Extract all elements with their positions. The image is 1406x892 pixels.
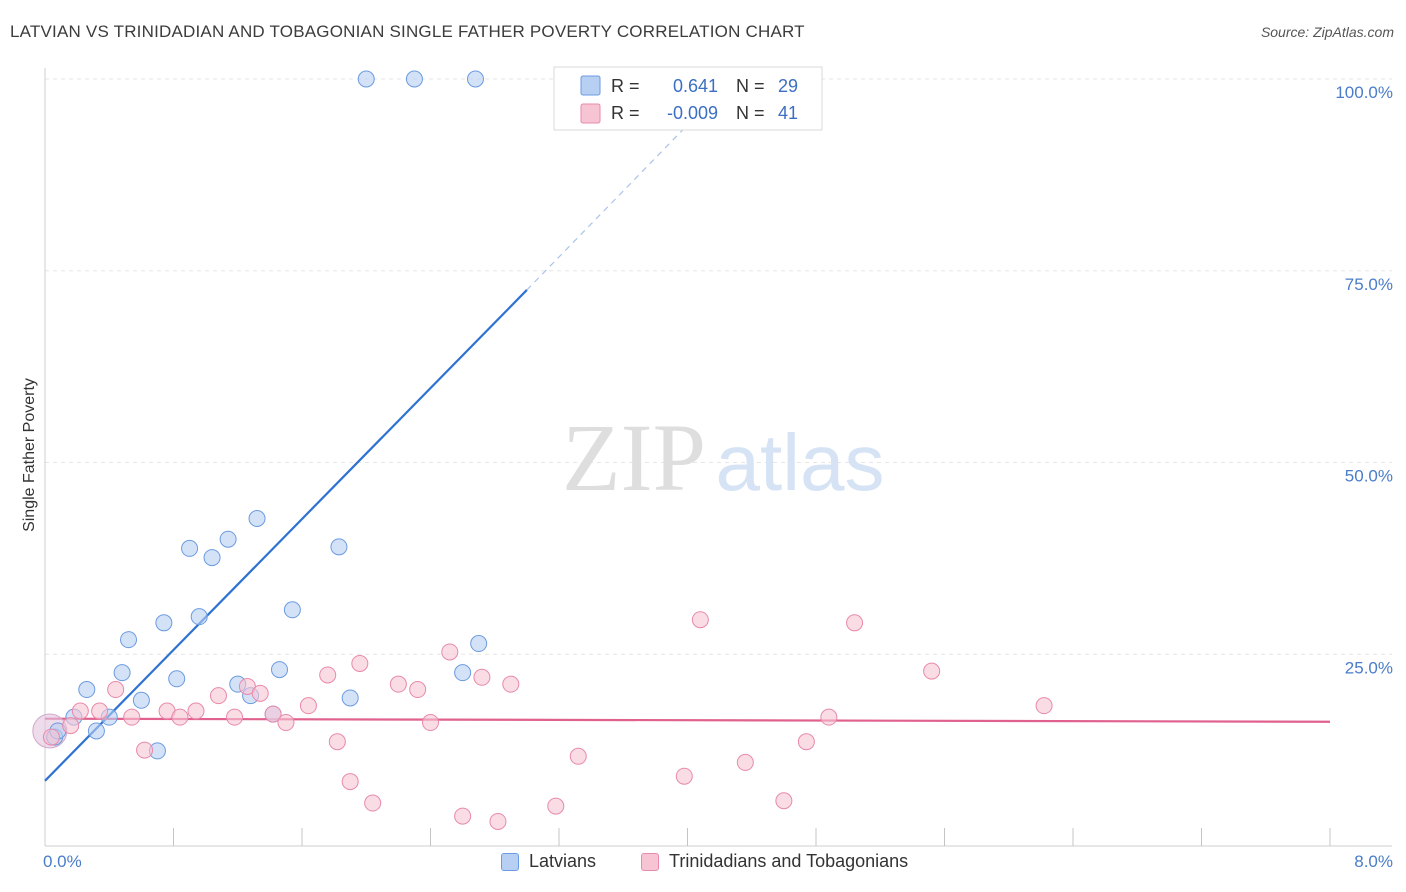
point-latvians-26 bbox=[466, 70, 484, 88]
point-trinidadians-14 bbox=[264, 705, 282, 723]
point-trinidadians-37 bbox=[820, 708, 838, 726]
point-trinidadians-29 bbox=[502, 675, 520, 693]
point-trinidadians-1 bbox=[62, 717, 80, 735]
point-latvians-6 bbox=[113, 664, 131, 682]
legend-n-value-1: 29 bbox=[778, 76, 798, 96]
data-points bbox=[32, 70, 1053, 830]
point-latvians-25 bbox=[405, 70, 423, 88]
trendlines bbox=[44, 124, 1331, 782]
point-trinidadians-24 bbox=[422, 714, 439, 732]
point-trinidadians-5 bbox=[123, 708, 141, 726]
point-latvians-14 bbox=[203, 549, 221, 567]
point-trinidadians-17 bbox=[319, 666, 337, 684]
point-trinidadians-19 bbox=[341, 773, 359, 791]
point-trinidadians-21 bbox=[364, 794, 382, 812]
point-trinidadians-32 bbox=[675, 767, 693, 785]
legend-n-value-2: 41 bbox=[778, 103, 798, 123]
watermark-atlas: atlas bbox=[716, 418, 885, 507]
point-latvians-13 bbox=[190, 608, 208, 626]
point-trinidadians-22 bbox=[389, 675, 407, 693]
legend-r-label-1: R = bbox=[611, 76, 640, 96]
trendline-extension-0 bbox=[526, 124, 688, 291]
legend-swatch-latvians-bottom bbox=[501, 852, 519, 871]
gridlines bbox=[45, 78, 1392, 655]
point-trinidadians-26 bbox=[454, 807, 472, 825]
point-trinidadians-20 bbox=[351, 654, 369, 672]
point-latvians-27 bbox=[454, 664, 472, 682]
point-latvians-8 bbox=[132, 691, 150, 709]
point-latvians-23 bbox=[341, 689, 359, 707]
trendline-1 bbox=[44, 717, 1331, 723]
point-trinidadians-36 bbox=[797, 733, 815, 751]
legend-n-label-1: N = bbox=[736, 76, 765, 96]
point-trinidadians-31 bbox=[569, 747, 587, 765]
point-latvians-21 bbox=[283, 601, 301, 619]
y-tick-label-0: 25.0% bbox=[1345, 658, 1393, 677]
legend-r-value-2: -0.009 bbox=[667, 103, 718, 123]
point-trinidadians-2 bbox=[71, 702, 89, 720]
point-latvians-10 bbox=[155, 614, 173, 632]
point-trinidadians-25 bbox=[441, 643, 459, 661]
point-trinidadians-11 bbox=[226, 708, 244, 726]
chart-title: LATVIAN VS TRINIDADIAN AND TOBAGONIAN SI… bbox=[10, 22, 805, 41]
point-trinidadians-40 bbox=[1035, 697, 1053, 715]
y-tick-label-1: 50.0% bbox=[1345, 467, 1393, 486]
point-trinidadians-4 bbox=[107, 681, 125, 699]
legend-item-trinidadians[interactable]: Trinidadians and Tobagonians bbox=[641, 851, 908, 872]
stat-legend: R = 0.641 N = 29 R = -0.009 N = 41 bbox=[553, 66, 823, 131]
y-tick-labels: 25.0% 50.0% 75.0% 100.0% bbox=[1335, 83, 1393, 677]
point-latvians-24 bbox=[357, 70, 375, 88]
legend-n-label-2: N = bbox=[736, 103, 765, 123]
legend-swatch-latvians bbox=[580, 75, 601, 96]
point-trinidadians-34 bbox=[736, 753, 754, 771]
point-trinidadians-3 bbox=[91, 702, 109, 720]
point-trinidadians-0 bbox=[42, 728, 60, 746]
point-trinidadians-13 bbox=[251, 684, 269, 702]
trendline-0 bbox=[44, 289, 528, 782]
point-trinidadians-27 bbox=[473, 668, 491, 686]
y-tick-label-2: 75.0% bbox=[1345, 275, 1393, 294]
point-latvians-12 bbox=[181, 539, 199, 557]
legend-item-latvians[interactable]: Latvians bbox=[501, 851, 596, 872]
point-trinidadians-16 bbox=[299, 697, 317, 715]
point-trinidadians-28 bbox=[489, 812, 507, 830]
point-latvians-4 bbox=[87, 722, 105, 740]
legend-swatch-trinidadians bbox=[580, 103, 601, 124]
point-trinidadians-10 bbox=[209, 687, 227, 705]
legend-r-value-1: 0.641 bbox=[673, 76, 718, 96]
point-latvians-22 bbox=[330, 538, 348, 556]
point-latvians-20 bbox=[271, 661, 289, 679]
point-trinidadians-39 bbox=[923, 662, 941, 680]
legend-swatch-trinidadians-bottom bbox=[641, 852, 659, 871]
legend-r-label-2: R = bbox=[611, 103, 640, 123]
point-trinidadians-8 bbox=[171, 708, 189, 726]
watermark-zip: ZIP bbox=[562, 404, 706, 511]
point-latvians-15 bbox=[219, 530, 237, 548]
point-trinidadians-30 bbox=[547, 797, 565, 815]
point-latvians-18 bbox=[248, 509, 266, 527]
point-trinidadians-33 bbox=[691, 611, 709, 629]
point-latvians-7 bbox=[120, 631, 138, 649]
point-latvians-28 bbox=[470, 635, 488, 653]
point-trinidadians-38 bbox=[846, 614, 864, 632]
y-tick-label-3: 100.0% bbox=[1335, 83, 1393, 102]
x-tick-max: 8.0% bbox=[1354, 852, 1393, 871]
bottom-legend: Latvians Trinidadians and Tobagonians bbox=[0, 851, 1406, 879]
point-trinidadians-23 bbox=[409, 681, 427, 699]
point-trinidadians-9 bbox=[187, 702, 205, 720]
x-tick-min: 0.0% bbox=[43, 852, 82, 871]
watermark: ZIP atlas bbox=[562, 404, 884, 511]
legend-label-latvians: Latvians bbox=[529, 851, 597, 871]
point-trinidadians-6 bbox=[136, 741, 154, 759]
point-trinidadians-35 bbox=[775, 792, 793, 810]
point-trinidadians-15 bbox=[277, 714, 295, 732]
source-label[interactable]: Source: ZipAtlas.com bbox=[1260, 24, 1394, 40]
point-trinidadians-18 bbox=[328, 733, 346, 751]
point-latvians-11 bbox=[168, 670, 186, 688]
legend-label-trinidadians: Trinidadians and Tobagonians bbox=[669, 851, 909, 871]
point-latvians-3 bbox=[78, 681, 96, 699]
